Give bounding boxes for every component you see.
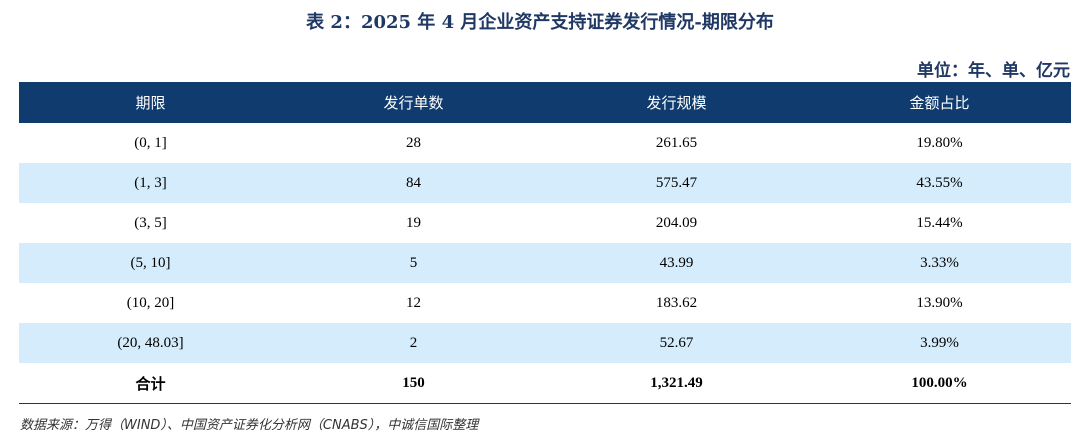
header-term: 期限 — [19, 82, 282, 123]
cell-ratio: 15.44% — [916, 214, 963, 231]
cell-scale: 575.47 — [545, 163, 808, 203]
cell-term: (20, 48.03] — [19, 323, 282, 363]
cell-term: (3, 5] — [134, 214, 167, 231]
total-label: 合计 — [19, 363, 282, 404]
header-count: 发行单数 — [282, 82, 545, 123]
unit-label: 单位：年、单、亿元 — [917, 61, 1070, 81]
cell-scale: 183.62 — [655, 294, 698, 311]
cell-scale: 204.09 — [655, 214, 698, 231]
table-title: 表 2：2025 年 4 月企业资产支持证券发行情况-期限分布 — [306, 12, 774, 33]
cell-term: (0, 1] — [134, 134, 167, 151]
cell-count: 5 — [282, 243, 545, 283]
table-row: (1, 3] 84 575.47 43.55% — [19, 163, 1071, 203]
cell-count: 2 — [282, 323, 545, 363]
total-count: 150 — [282, 363, 545, 404]
header-ratio: 金额占比 — [808, 82, 1071, 123]
table-total-row: 合计 150 1,321.49 100.00% — [19, 363, 1071, 404]
cell-count: 28 — [406, 134, 421, 151]
table-row: (10, 20] 12 183.62 13.90% — [19, 283, 1071, 323]
cell-ratio: 3.33% — [808, 243, 1071, 283]
cell-ratio: 13.90% — [916, 294, 963, 311]
cell-term: (1, 3] — [19, 163, 282, 203]
cell-count: 12 — [406, 294, 421, 311]
total-scale: 1,321.49 — [545, 363, 808, 404]
cell-ratio: 43.55% — [808, 163, 1071, 203]
cell-scale: 43.99 — [545, 243, 808, 283]
source-note: 数据来源：万得（WIND）、中国资产证券化分析网（CNABS），中诚信国际整理 — [20, 418, 479, 433]
table-row: (3, 5] 19 204.09 15.44% — [19, 203, 1071, 243]
cell-ratio: 19.80% — [916, 134, 963, 151]
cell-ratio: 3.99% — [808, 323, 1071, 363]
total-ratio: 100.00% — [808, 363, 1071, 404]
table-row: (0, 1] 28 261.65 19.80% — [19, 123, 1071, 163]
table-row: (20, 48.03] 2 52.67 3.99% — [19, 323, 1071, 363]
cell-term: (10, 20] — [126, 294, 175, 311]
issuance-table: 期限 发行单数 发行规模 金额占比 (0, 1] 28 261.65 19.80… — [19, 82, 1071, 404]
table-header-row: 期限 发行单数 发行规模 金额占比 — [19, 82, 1071, 123]
cell-count: 84 — [282, 163, 545, 203]
cell-scale: 52.67 — [545, 323, 808, 363]
cell-scale: 261.65 — [655, 134, 698, 151]
cell-term: (5, 10] — [19, 243, 282, 283]
table-row: (5, 10] 5 43.99 3.33% — [19, 243, 1071, 283]
cell-count: 19 — [406, 214, 421, 231]
header-scale: 发行规模 — [545, 82, 808, 123]
